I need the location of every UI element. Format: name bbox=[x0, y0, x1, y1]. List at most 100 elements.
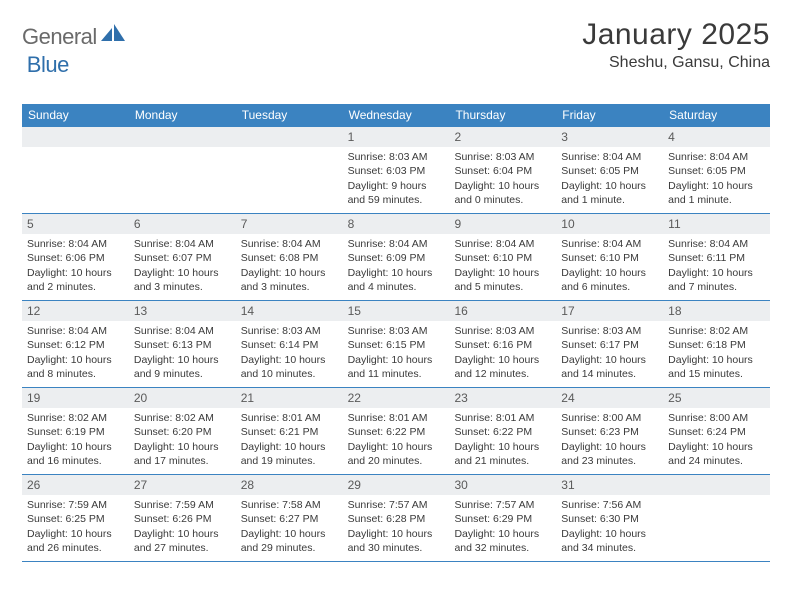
day-number: 21 bbox=[236, 388, 343, 408]
sunrise-text: Sunrise: 7:59 AM bbox=[134, 498, 231, 512]
calendar-week: 12Sunrise: 8:04 AMSunset: 6:12 PMDayligh… bbox=[22, 301, 770, 388]
sunset-text: Sunset: 6:26 PM bbox=[134, 512, 231, 526]
calendar-day: 12Sunrise: 8:04 AMSunset: 6:12 PMDayligh… bbox=[22, 301, 129, 387]
daylight-text: Daylight: 10 hours and 14 minutes. bbox=[561, 353, 658, 381]
daylight-text: Daylight: 10 hours and 29 minutes. bbox=[241, 527, 338, 555]
sunrise-text: Sunrise: 7:58 AM bbox=[241, 498, 338, 512]
daylight-text: Daylight: 10 hours and 8 minutes. bbox=[27, 353, 124, 381]
day-number: 6 bbox=[129, 214, 236, 234]
daylight-text: Daylight: 10 hours and 21 minutes. bbox=[454, 440, 551, 468]
sunrise-text: Sunrise: 8:03 AM bbox=[454, 324, 551, 338]
sunset-text: Sunset: 6:22 PM bbox=[454, 425, 551, 439]
day-number: 25 bbox=[663, 388, 770, 408]
day-body: Sunrise: 8:04 AMSunset: 6:08 PMDaylight:… bbox=[236, 234, 343, 298]
day-number: 27 bbox=[129, 475, 236, 495]
calendar-grid: SundayMondayTuesdayWednesdayThursdayFrid… bbox=[22, 104, 770, 562]
sunset-text: Sunset: 6:17 PM bbox=[561, 338, 658, 352]
sunrise-text: Sunrise: 8:04 AM bbox=[454, 237, 551, 251]
day-body: Sunrise: 8:03 AMSunset: 6:17 PMDaylight:… bbox=[556, 321, 663, 385]
day-body: Sunrise: 8:04 AMSunset: 6:05 PMDaylight:… bbox=[556, 147, 663, 211]
daylight-text: Daylight: 10 hours and 0 minutes. bbox=[454, 179, 551, 207]
sunset-text: Sunset: 6:06 PM bbox=[27, 251, 124, 265]
day-body: Sunrise: 8:03 AMSunset: 6:15 PMDaylight:… bbox=[343, 321, 450, 385]
sunset-text: Sunset: 6:08 PM bbox=[241, 251, 338, 265]
calendar-day: 9Sunrise: 8:04 AMSunset: 6:10 PMDaylight… bbox=[449, 214, 556, 300]
sunset-text: Sunset: 6:04 PM bbox=[454, 164, 551, 178]
calendar-day: 11Sunrise: 8:04 AMSunset: 6:11 PMDayligh… bbox=[663, 214, 770, 300]
day-body: Sunrise: 8:04 AMSunset: 6:11 PMDaylight:… bbox=[663, 234, 770, 298]
calendar-week: 26Sunrise: 7:59 AMSunset: 6:25 PMDayligh… bbox=[22, 475, 770, 562]
sunrise-text: Sunrise: 8:04 AM bbox=[27, 324, 124, 338]
sunset-text: Sunset: 6:10 PM bbox=[561, 251, 658, 265]
calendar-day: 31Sunrise: 7:56 AMSunset: 6:30 PMDayligh… bbox=[556, 475, 663, 561]
calendar-day: 30Sunrise: 7:57 AMSunset: 6:29 PMDayligh… bbox=[449, 475, 556, 561]
day-number: 23 bbox=[449, 388, 556, 408]
day-body: Sunrise: 8:03 AMSunset: 6:04 PMDaylight:… bbox=[449, 147, 556, 211]
daylight-text: Daylight: 10 hours and 16 minutes. bbox=[27, 440, 124, 468]
daylight-text: Daylight: 10 hours and 4 minutes. bbox=[348, 266, 445, 294]
daylight-text: Daylight: 10 hours and 2 minutes. bbox=[27, 266, 124, 294]
sunset-text: Sunset: 6:19 PM bbox=[27, 425, 124, 439]
day-body: Sunrise: 8:01 AMSunset: 6:22 PMDaylight:… bbox=[449, 408, 556, 472]
sunrise-text: Sunrise: 8:02 AM bbox=[668, 324, 765, 338]
sunset-text: Sunset: 6:30 PM bbox=[561, 512, 658, 526]
day-body: Sunrise: 8:01 AMSunset: 6:22 PMDaylight:… bbox=[343, 408, 450, 472]
sunset-text: Sunset: 6:05 PM bbox=[668, 164, 765, 178]
daylight-text: Daylight: 9 hours and 59 minutes. bbox=[348, 179, 445, 207]
day-number: 3 bbox=[556, 127, 663, 147]
calendar-day: 6Sunrise: 8:04 AMSunset: 6:07 PMDaylight… bbox=[129, 214, 236, 300]
sunset-text: Sunset: 6:25 PM bbox=[27, 512, 124, 526]
brand-logo: General bbox=[22, 18, 127, 50]
daylight-text: Daylight: 10 hours and 3 minutes. bbox=[134, 266, 231, 294]
day-number bbox=[236, 127, 343, 147]
calendar-day: 1Sunrise: 8:03 AMSunset: 6:03 PMDaylight… bbox=[343, 127, 450, 213]
day-body: Sunrise: 7:59 AMSunset: 6:26 PMDaylight:… bbox=[129, 495, 236, 559]
sunrise-text: Sunrise: 7:59 AM bbox=[27, 498, 124, 512]
calendar-day: 2Sunrise: 8:03 AMSunset: 6:04 PMDaylight… bbox=[449, 127, 556, 213]
calendar-day: 16Sunrise: 8:03 AMSunset: 6:16 PMDayligh… bbox=[449, 301, 556, 387]
calendar-day: 24Sunrise: 8:00 AMSunset: 6:23 PMDayligh… bbox=[556, 388, 663, 474]
day-number: 31 bbox=[556, 475, 663, 495]
sunset-text: Sunset: 6:16 PM bbox=[454, 338, 551, 352]
daylight-text: Daylight: 10 hours and 24 minutes. bbox=[668, 440, 765, 468]
sunset-text: Sunset: 6:11 PM bbox=[668, 251, 765, 265]
day-body: Sunrise: 7:58 AMSunset: 6:27 PMDaylight:… bbox=[236, 495, 343, 559]
calendar-day: 25Sunrise: 8:00 AMSunset: 6:24 PMDayligh… bbox=[663, 388, 770, 474]
sunset-text: Sunset: 6:15 PM bbox=[348, 338, 445, 352]
weekday-header: Monday bbox=[129, 104, 236, 127]
weekday-header: Sunday bbox=[22, 104, 129, 127]
sunrise-text: Sunrise: 8:04 AM bbox=[668, 150, 765, 164]
calendar-day: 17Sunrise: 8:03 AMSunset: 6:17 PMDayligh… bbox=[556, 301, 663, 387]
sunset-text: Sunset: 6:12 PM bbox=[27, 338, 124, 352]
calendar-day: 18Sunrise: 8:02 AMSunset: 6:18 PMDayligh… bbox=[663, 301, 770, 387]
day-number: 2 bbox=[449, 127, 556, 147]
daylight-text: Daylight: 10 hours and 1 minute. bbox=[668, 179, 765, 207]
sunrise-text: Sunrise: 8:04 AM bbox=[561, 237, 658, 251]
calendar-day: 26Sunrise: 7:59 AMSunset: 6:25 PMDayligh… bbox=[22, 475, 129, 561]
daylight-text: Daylight: 10 hours and 32 minutes. bbox=[454, 527, 551, 555]
day-body: Sunrise: 8:04 AMSunset: 6:13 PMDaylight:… bbox=[129, 321, 236, 385]
sunset-text: Sunset: 6:28 PM bbox=[348, 512, 445, 526]
calendar-day: 8Sunrise: 8:04 AMSunset: 6:09 PMDaylight… bbox=[343, 214, 450, 300]
calendar-day: 15Sunrise: 8:03 AMSunset: 6:15 PMDayligh… bbox=[343, 301, 450, 387]
calendar-day: 14Sunrise: 8:03 AMSunset: 6:14 PMDayligh… bbox=[236, 301, 343, 387]
sunrise-text: Sunrise: 8:04 AM bbox=[668, 237, 765, 251]
day-body: Sunrise: 7:59 AMSunset: 6:25 PMDaylight:… bbox=[22, 495, 129, 559]
day-number: 30 bbox=[449, 475, 556, 495]
sunset-text: Sunset: 6:20 PM bbox=[134, 425, 231, 439]
day-number: 10 bbox=[556, 214, 663, 234]
day-body: Sunrise: 7:56 AMSunset: 6:30 PMDaylight:… bbox=[556, 495, 663, 559]
weekday-header: Thursday bbox=[449, 104, 556, 127]
calendar-day: 22Sunrise: 8:01 AMSunset: 6:22 PMDayligh… bbox=[343, 388, 450, 474]
daylight-text: Daylight: 10 hours and 1 minute. bbox=[561, 179, 658, 207]
calendar-day: 27Sunrise: 7:59 AMSunset: 6:26 PMDayligh… bbox=[129, 475, 236, 561]
day-body: Sunrise: 8:02 AMSunset: 6:18 PMDaylight:… bbox=[663, 321, 770, 385]
day-body: Sunrise: 8:03 AMSunset: 6:03 PMDaylight:… bbox=[343, 147, 450, 211]
location-label: Sheshu, Gansu, China bbox=[582, 54, 770, 72]
sunrise-text: Sunrise: 7:57 AM bbox=[454, 498, 551, 512]
day-number: 20 bbox=[129, 388, 236, 408]
day-number: 9 bbox=[449, 214, 556, 234]
calendar-day: 23Sunrise: 8:01 AMSunset: 6:22 PMDayligh… bbox=[449, 388, 556, 474]
sunrise-text: Sunrise: 8:03 AM bbox=[348, 150, 445, 164]
day-body: Sunrise: 8:01 AMSunset: 6:21 PMDaylight:… bbox=[236, 408, 343, 472]
